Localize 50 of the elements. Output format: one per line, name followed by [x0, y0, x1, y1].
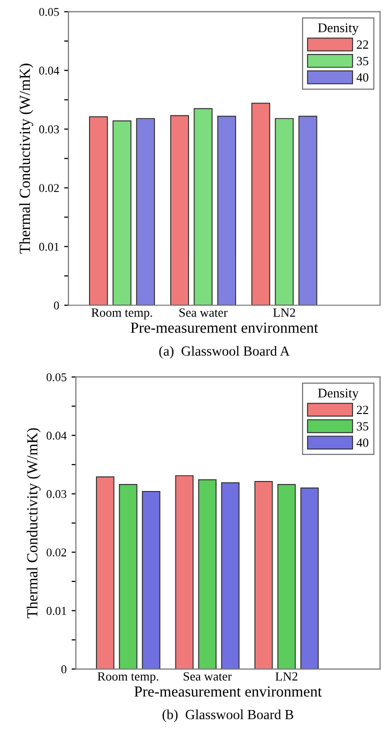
bar: [136, 118, 155, 306]
x-axis-title: Pre-measurement environment: [134, 686, 322, 697]
legend-title: Density: [318, 23, 359, 35]
bar: [112, 120, 132, 306]
y-tick-label: 0: [54, 301, 59, 310]
text: (a) Glasswool Board A: [159, 346, 290, 359]
legend-label: 35: [356, 56, 368, 66]
y-tick-label: 0.03: [39, 125, 59, 134]
bar: [217, 116, 236, 306]
x-tick-label: Room temp.: [91, 308, 152, 320]
text: (b) Glasswool Board B: [162, 709, 294, 722]
y-tick-label: 0.05: [39, 8, 59, 16]
y-tick-label: 0.04: [39, 66, 60, 75]
bar: [96, 476, 114, 670]
legend-title: Density: [318, 388, 359, 400]
legend-label: 40: [356, 73, 368, 82]
y-tick-label: 0: [61, 665, 66, 674]
x-axis-title: Pre-measurement environment: [130, 322, 318, 333]
bar: [198, 479, 217, 670]
bar: [298, 116, 318, 306]
bar: [277, 484, 296, 670]
legend-label: 22: [356, 40, 368, 49]
legend-label: 35: [356, 422, 368, 431]
bar: [170, 115, 190, 306]
bar: [274, 118, 294, 306]
bar: [142, 490, 160, 670]
bar: [221, 482, 240, 670]
bar: [251, 102, 270, 306]
bar: [194, 108, 213, 306]
bar: [300, 487, 319, 670]
y-tick-label: 0.01: [46, 606, 66, 615]
x-tick-label: Sea water: [184, 672, 232, 681]
y-axis-title: Thermal Conductivity (W/mK): [19, 64, 34, 254]
legend-label: 22: [356, 406, 368, 414]
y-tick-label: 0.03: [46, 490, 66, 498]
x-tick-label: Sea water: [180, 308, 228, 317]
y-tick-label: 0.02: [39, 184, 59, 192]
y-tick-label: 0.02: [46, 548, 66, 556]
y-axis-title: Thermal Conductivity (W/mK): [26, 428, 41, 618]
y-tick-label: 0.04: [46, 432, 67, 440]
x-tick-label: Room temp.: [98, 672, 158, 684]
bar: [175, 475, 194, 670]
bar: [118, 484, 138, 670]
legend-label: 40: [356, 438, 368, 447]
y-tick-label: 0.05: [46, 373, 66, 382]
x-tick-label: LN2: [275, 672, 298, 680]
bar: [254, 481, 273, 670]
y-tick-label: 0.01: [39, 242, 59, 251]
x-tick-label: LN2: [273, 308, 296, 317]
bar: [89, 116, 108, 306]
